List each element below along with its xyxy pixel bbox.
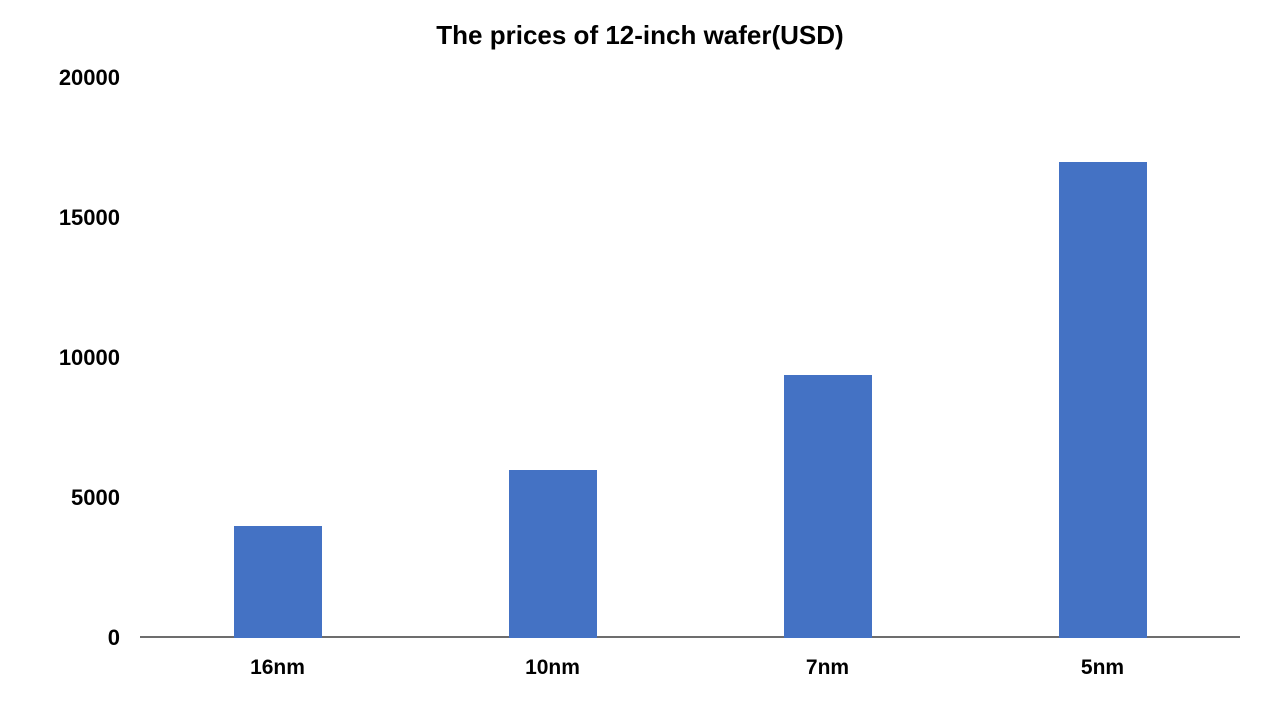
y-tick-label: 0 [10, 625, 120, 651]
x-tick-label: 5nm [1081, 656, 1124, 680]
x-tick-label: 7nm [806, 656, 849, 680]
x-tick-label: 16nm [250, 656, 305, 680]
chart-title: The prices of 12-inch wafer(USD) [0, 20, 1280, 51]
y-tick-label: 20000 [10, 65, 120, 91]
bar [1059, 162, 1147, 638]
y-tick-label: 10000 [10, 345, 120, 371]
bar [234, 526, 322, 638]
bar [509, 470, 597, 638]
y-tick-label: 5000 [10, 485, 120, 511]
bar [784, 375, 872, 638]
wafer-price-chart: The prices of 12-inch wafer(USD) 0500010… [0, 0, 1280, 719]
y-tick-label: 15000 [10, 205, 120, 231]
plot-area: 0500010000150002000016nm10nm7nm5nm [140, 78, 1240, 638]
x-tick-label: 10nm [525, 656, 580, 680]
